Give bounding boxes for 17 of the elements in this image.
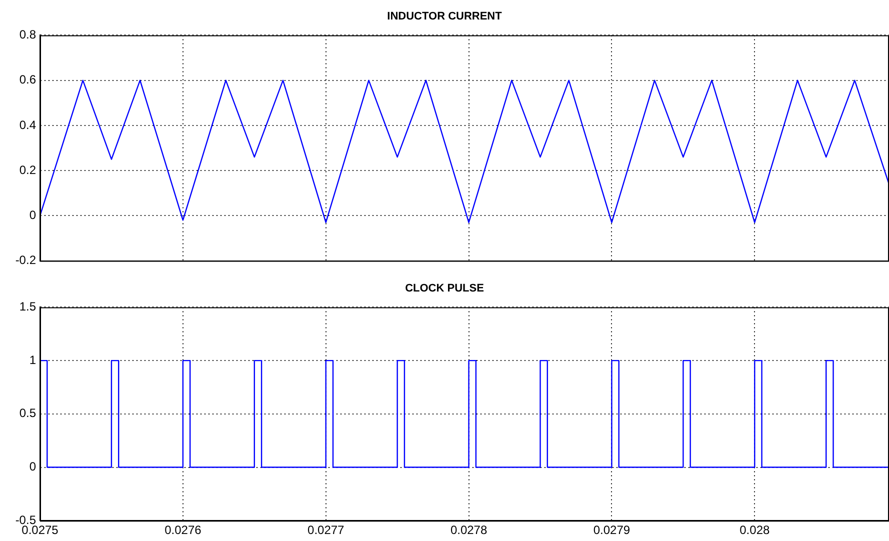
y-tick-label: 0.5 — [19, 406, 36, 420]
x-tick-label: 0.0276 — [164, 523, 202, 538]
y-tick-label: 0 — [29, 208, 36, 222]
chart-title: CLOCK PULSE — [405, 282, 484, 295]
y-tick-label: 0 — [29, 460, 36, 474]
y-tick-label: 0.2 — [19, 162, 36, 177]
y-tick-label: 0.8 — [19, 28, 36, 42]
y-tick-label: 0.4 — [19, 118, 36, 132]
x-tick-label: 0.028 — [740, 523, 770, 538]
x-tick-label: 0.0279 — [593, 523, 630, 538]
x-tick-label: 0.0278 — [450, 523, 488, 538]
y-tick-label: 1.5 — [19, 300, 36, 314]
y-tick-label: -0.2 — [15, 253, 36, 268]
chart-title: INDUCTOR CURRENT — [387, 10, 502, 23]
x-tick-label: 0.0277 — [308, 523, 345, 538]
y-tick-label: 1 — [29, 352, 36, 367]
y-tick-label: 0.6 — [19, 72, 36, 87]
